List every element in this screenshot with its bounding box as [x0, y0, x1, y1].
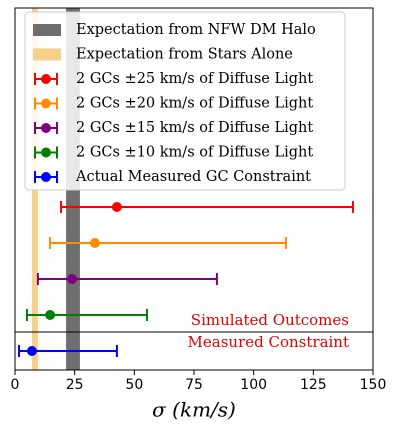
annotation: Simulated Outcomes [191, 311, 349, 329]
x-tick-label: 0 [11, 377, 20, 393]
legend-marker [41, 172, 51, 182]
x-tick-label: 150 [360, 377, 387, 393]
legend-swatch [33, 48, 61, 61]
x-axis-label: σ (km/s) [152, 398, 236, 422]
point [111, 202, 122, 212]
x-tick-label: 50 [125, 377, 143, 393]
legend-box [24, 11, 346, 191]
x-tick-label: 125 [300, 377, 327, 393]
point [45, 310, 56, 320]
legend-swatch [33, 24, 61, 36]
legend-marker [41, 74, 51, 84]
legend-marker [41, 147, 51, 158]
legend-label: Expectation from NFW DM Halo [76, 22, 316, 38]
annotation: Measured Constraint [188, 333, 349, 351]
point [26, 346, 37, 356]
point [89, 238, 100, 248]
legend-label: Expectation from Stars Alone [76, 47, 293, 63]
x-tick-label: 25 [66, 377, 84, 393]
x-tick-label: 75 [185, 377, 203, 393]
legend-label: 2 GCs ±20 km/s of Diffuse Light [76, 96, 313, 112]
legend-label: Actual Measured GC Constraint [75, 169, 311, 185]
legend-label: 2 GCs ±10 km/s of Diffuse Light [76, 145, 313, 161]
legend-label: 2 GCs ±15 km/s of Diffuse Light [76, 120, 313, 136]
legend-marker [41, 98, 51, 109]
legend-marker [41, 123, 51, 133]
point [67, 274, 78, 284]
legend-label: 2 GCs ±25 km/s of Diffuse Light [76, 71, 313, 87]
x-tick-label: 100 [240, 377, 267, 393]
